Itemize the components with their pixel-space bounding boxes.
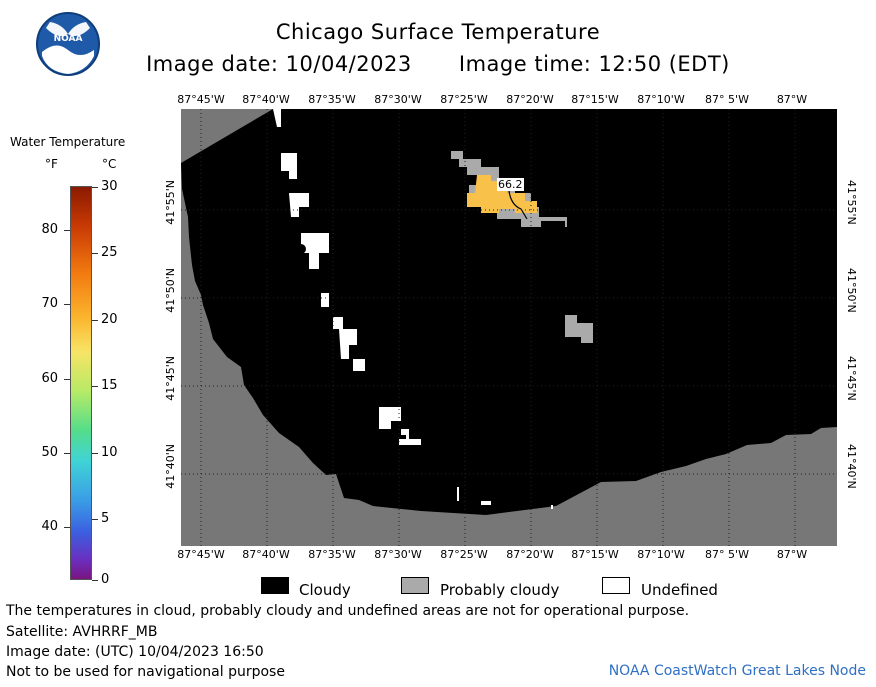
navigation-warning: Not to be used for navigational purpose	[6, 664, 285, 680]
longitude-label: 87°40'W	[242, 93, 290, 106]
chicago-marker	[296, 244, 306, 254]
fahrenheit-tick-mark	[64, 379, 70, 380]
city-label: Chicago	[229, 253, 290, 271]
utc-date: Image date: (UTC) 10/04/2023 16:50	[6, 644, 264, 660]
celsius-tick-label: 5	[101, 511, 110, 526]
warm-water-patch	[467, 175, 537, 213]
fahrenheit-tick-label: 80	[41, 222, 58, 237]
celsius-tick-mark	[92, 253, 98, 254]
map-panel: Chicago 66.2	[181, 109, 837, 546]
fahrenheit-tick-label: 40	[41, 519, 58, 534]
undefined-swatch	[602, 577, 630, 594]
latitude-label: 41°55'N	[845, 180, 858, 225]
longitude-label: 87°15'W	[571, 548, 619, 561]
longitude-label: 87°45'W	[177, 93, 225, 106]
longitude-label: 87°45'W	[177, 548, 225, 561]
latitude-label: 41°40'N	[845, 444, 858, 489]
longitude-label: 87°20'W	[506, 93, 554, 106]
cloudy-swatch	[261, 577, 289, 594]
image-datetime: Image date: 10/04/2023 Image time: 12:50…	[0, 52, 876, 76]
celsius-tick-label: 0	[101, 572, 110, 587]
longitude-label: 87°10'W	[637, 548, 685, 561]
noaa-logo-text: NOAA	[53, 34, 83, 44]
celsius-tick-mark	[92, 320, 98, 321]
fahrenheit-tick-mark	[64, 453, 70, 454]
longitude-label: 87°25'W	[440, 93, 488, 106]
celsius-tick-mark	[92, 580, 98, 581]
undefined-areas	[273, 109, 553, 509]
temperature-readout: 66.2	[497, 178, 524, 191]
longitude-label: 87°35'W	[308, 93, 356, 106]
probably-cloudy-label: Probably cloudy	[440, 581, 560, 599]
legend-unit-c: °C	[102, 157, 117, 171]
page-title: Chicago Surface Temperature	[275, 20, 601, 44]
colorbar	[70, 186, 92, 580]
probably-cloudy-swatch	[401, 577, 429, 594]
longitude-label: 87° 5'W	[705, 93, 749, 106]
image-date: Image date: 10/04/2023	[146, 52, 412, 76]
longitude-label: 87°10'W	[637, 93, 685, 106]
fahrenheit-tick-label: 70	[41, 296, 58, 311]
longitude-label: 87°40'W	[242, 548, 290, 561]
celsius-tick-label: 30	[101, 179, 118, 194]
latitude-label: 41°55'N	[164, 180, 177, 225]
fahrenheit-tick-mark	[64, 230, 70, 231]
longitude-label: 87°W	[776, 548, 808, 561]
celsius-tick-label: 20	[101, 312, 118, 327]
celsius-tick-mark	[92, 519, 98, 520]
satellite-info: Satellite: AVHRRF_MB	[6, 624, 158, 640]
legend-unit-f: °F	[45, 157, 58, 171]
fahrenheit-tick-label: 50	[41, 445, 58, 460]
longitude-label: 87°30'W	[374, 93, 422, 106]
latitude-label: 41°50'N	[845, 268, 858, 313]
credit-link[interactable]: NOAA CoastWatch Great Lakes Node	[608, 663, 866, 679]
legend-title: Water Temperature	[10, 135, 126, 149]
longitude-label: 87° 5'W	[705, 548, 749, 561]
cloudy-label: Cloudy	[299, 581, 351, 599]
longitude-label: 87°35'W	[308, 548, 356, 561]
fahrenheit-tick-label: 60	[41, 371, 58, 386]
image-time: Image time: 12:50 (EDT)	[458, 52, 730, 76]
celsius-tick-mark	[92, 453, 98, 454]
latitude-label: 41°45'N	[845, 356, 858, 401]
longitude-label: 87°30'W	[374, 548, 422, 561]
celsius-tick-mark	[92, 187, 98, 188]
graticule	[181, 109, 837, 546]
celsius-tick-label: 25	[101, 245, 118, 260]
longitude-label: 87°W	[776, 93, 808, 106]
fahrenheit-tick-mark	[64, 527, 70, 528]
disclaimer-note: The temperatures in cloud, probably clou…	[6, 603, 690, 619]
celsius-tick-label: 10	[101, 445, 118, 460]
undefined-label: Undefined	[641, 581, 718, 599]
longitude-label: 87°15'W	[571, 93, 619, 106]
fahrenheit-tick-mark	[64, 304, 70, 305]
latitude-label: 41°40'N	[164, 444, 177, 489]
longitude-label: 87°20'W	[506, 548, 554, 561]
contour-line	[508, 190, 528, 220]
celsius-tick-mark	[92, 386, 98, 387]
celsius-tick-label: 15	[101, 378, 118, 393]
latitude-label: 41°45'N	[164, 356, 177, 401]
longitude-label: 87°25'W	[440, 548, 488, 561]
noaa-logo-icon: NOAA	[36, 12, 100, 76]
latitude-label: 41°50'N	[164, 268, 177, 313]
